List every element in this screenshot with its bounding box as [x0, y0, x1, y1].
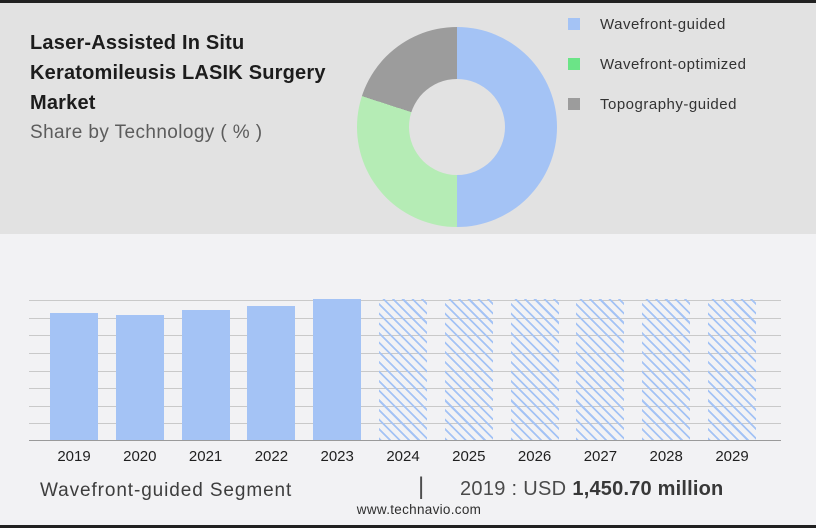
page-subtitle: Share by Technology ( % ) — [30, 122, 263, 143]
year-label-2020: 2020 — [123, 448, 157, 465]
bar-chart: 2019 2020 2021 2022 2023 2024 2025 2026 2027 2028… — [29, 299, 781, 465]
year-label-2028: 2028 — [649, 448, 683, 465]
green-square-swatch — [568, 58, 580, 70]
bar-2028 — [642, 299, 691, 440]
legend-item-label: Wavefront-optimized — [600, 55, 747, 73]
bar-2026 — [510, 299, 559, 440]
year-label-2019: 2019 — [57, 448, 91, 465]
bar-2021 — [181, 310, 230, 440]
bar-chart-section: 2019 2020 2021 2022 2023 2024 2025 2026 2027 2028… — [0, 234, 816, 525]
legend-item-label: Wavefront-guided — [600, 15, 726, 33]
year-label-2025: 2025 — [452, 448, 486, 465]
year-label-2023: 2023 — [320, 448, 354, 465]
legend-item-label: Topography-guided — [600, 95, 737, 113]
legend-item: Topography-guided — [568, 95, 747, 113]
site-url: www.technavio.com — [356, 502, 482, 517]
blue-square-swatch — [568, 18, 580, 30]
bottom-border-strip — [0, 525, 816, 528]
year-label-2022: 2022 — [254, 448, 289, 465]
donut-hole — [409, 79, 505, 175]
header-section: Laser-Assisted In Situ Keratomileusis LA… — [0, 3, 816, 234]
page-title: Laser-Assisted In Situ Keratomileusis LA… — [30, 32, 326, 114]
top-border-strip — [0, 0, 816, 3]
gray-square-swatch — [568, 98, 580, 110]
bar-2029 — [708, 299, 756, 440]
legend-item: Wavefront-guided — [568, 15, 747, 33]
legend: Wavefront-guided Wavefront-optimized Topog… — [568, 15, 747, 137]
bar-2023 — [313, 299, 362, 440]
bar-2025 — [444, 299, 493, 440]
year-label-2029: 2029 — [715, 448, 749, 465]
bar-2024 — [379, 299, 427, 440]
year-label-2024: 2024 — [386, 448, 420, 465]
segment-value-prefix: 2019 : USD — [460, 478, 567, 500]
bar-2027 — [576, 299, 625, 440]
caption-separator: | — [418, 473, 425, 500]
bar-2019 — [50, 313, 98, 440]
year-label-2021: 2021 — [188, 448, 223, 465]
year-label-2026: 2026 — [517, 448, 552, 465]
year-label-2027: 2027 — [583, 448, 618, 465]
legend-item: Wavefront-optimized — [568, 55, 747, 73]
bar-2020 — [115, 315, 164, 440]
donut-chart — [357, 27, 557, 227]
segment-caption: Wavefront-guided Segment — [40, 480, 293, 501]
bar-2022 — [247, 306, 296, 440]
segment-value: 2019 : USD 1,450.70 million — [460, 478, 723, 501]
segment-value-amount: 1,450.70 million — [572, 478, 724, 500]
